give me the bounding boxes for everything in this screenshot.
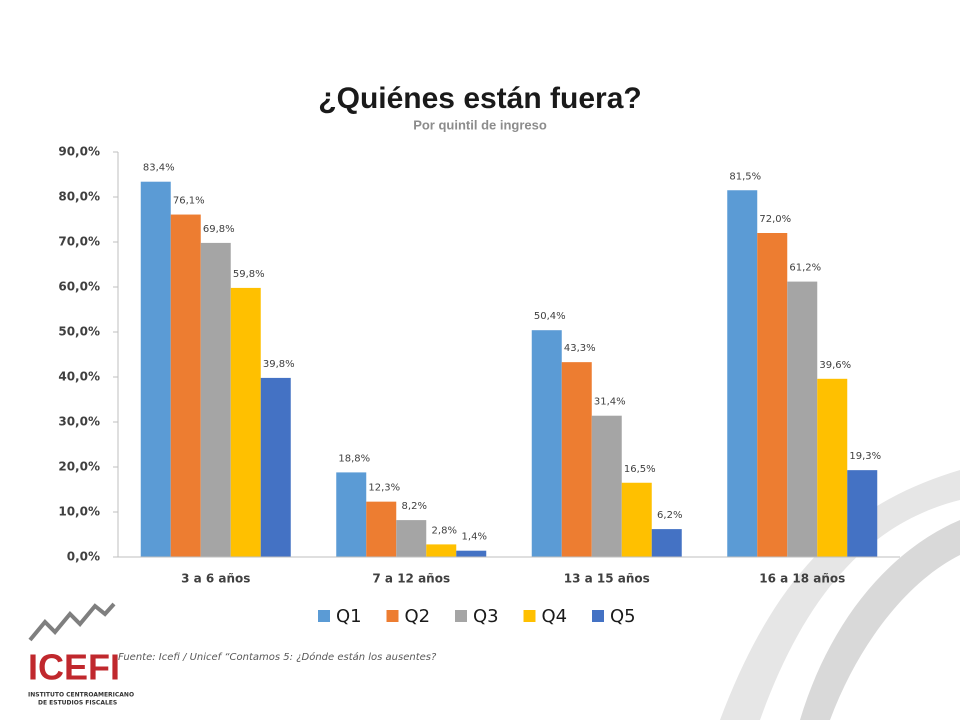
bar <box>366 501 397 557</box>
value-label: 69,8% <box>203 224 235 235</box>
decor-swoosh <box>800 520 960 720</box>
value-label: 83,4% <box>143 163 175 174</box>
y-tick-label: 90,0% <box>58 145 100 159</box>
bar <box>170 214 201 558</box>
x-tick-label: 16 a 18 años <box>759 572 845 586</box>
value-label: 50,4% <box>534 311 566 322</box>
y-tick-label: 70,0% <box>58 235 100 249</box>
y-tick-label: 0,0% <box>67 550 100 564</box>
legend-label: Q3 <box>473 606 499 627</box>
x-tick-label: 13 a 15 años <box>564 572 650 586</box>
bar <box>396 520 427 557</box>
legend-swatch <box>523 610 536 622</box>
bar <box>561 362 592 557</box>
bar <box>426 544 457 557</box>
y-tick-label: 60,0% <box>58 280 100 294</box>
value-label: 12,3% <box>368 483 400 494</box>
value-label: 8,2% <box>402 501 427 512</box>
x-tick-label: 3 a 6 años <box>181 572 250 586</box>
bar <box>817 378 848 557</box>
bar <box>230 287 261 557</box>
y-tick-label: 10,0% <box>58 505 100 519</box>
value-label: 59,8% <box>233 269 265 280</box>
value-label: 16,5% <box>624 464 656 475</box>
y-tick-label: 40,0% <box>58 370 100 384</box>
source-note: Fuente: Icefi / Unicef “Contamos 5: ¿Dón… <box>118 651 437 663</box>
chart-subtitle: Por quintil de ingreso <box>413 117 547 132</box>
bar <box>336 472 367 557</box>
logo-text: INSTITUTO CENTROAMERICANO <box>28 692 134 699</box>
legend-label: Q2 <box>405 606 431 627</box>
bar <box>847 470 878 557</box>
bar <box>531 330 562 557</box>
legend-label: Q4 <box>542 606 568 627</box>
value-label: 6,2% <box>657 510 682 521</box>
bar <box>591 415 622 557</box>
bar <box>140 181 171 557</box>
value-label: 81,5% <box>729 171 761 182</box>
legend-label: Q5 <box>610 606 636 627</box>
legend-swatch <box>455 610 467 622</box>
logo-icon <box>28 602 116 642</box>
bar <box>757 233 788 557</box>
value-label: 61,2% <box>789 263 821 274</box>
legend-label: Q1 <box>336 606 362 627</box>
value-label: 39,8% <box>263 359 295 370</box>
bar <box>200 242 231 557</box>
value-label: 18,8% <box>338 453 370 464</box>
value-label: 31,4% <box>594 397 626 408</box>
x-tick-label: 7 a 12 años <box>372 572 450 586</box>
value-label: 39,6% <box>819 360 851 371</box>
y-tick-label: 20,0% <box>58 460 100 474</box>
y-tick-label: 30,0% <box>58 415 100 429</box>
value-label: 43,3% <box>564 343 596 354</box>
logo-name: ICEFI <box>28 647 120 688</box>
value-label: 2,8% <box>432 525 457 536</box>
bar <box>651 529 682 557</box>
chart-title: ¿Quiénes están fuera? <box>318 82 641 115</box>
y-tick-label: 50,0% <box>58 325 100 339</box>
bar <box>621 482 652 557</box>
legend-swatch <box>592 610 604 622</box>
bar <box>787 281 818 557</box>
decor-swoosh <box>720 470 960 720</box>
value-label: 1,4% <box>462 532 487 543</box>
value-label: 72,0% <box>759 214 791 225</box>
bar <box>456 550 487 557</box>
bar <box>260 377 291 557</box>
legend-swatch <box>318 610 330 622</box>
bar <box>727 190 758 557</box>
legend-swatch <box>386 610 399 622</box>
value-label: 76,1% <box>173 196 205 207</box>
logo-text: DE ESTUDIOS FISCALES <box>38 700 117 707</box>
y-tick-label: 80,0% <box>58 190 100 204</box>
value-label: 19,3% <box>849 451 881 462</box>
